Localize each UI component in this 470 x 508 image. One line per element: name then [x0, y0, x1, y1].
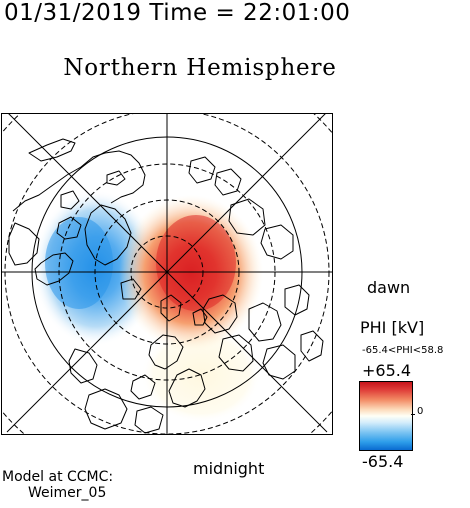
- map-frame: [1, 113, 333, 435]
- colorbar: [359, 381, 413, 451]
- dawn-label: dawn: [367, 278, 411, 297]
- colorbar-zero-label: 0: [417, 406, 424, 417]
- colorbar-min-label: -65.4: [362, 452, 404, 471]
- colorbar-title: PHI [kV]: [360, 318, 425, 337]
- colorbar-zero-tick: [411, 414, 415, 415]
- colorbar-range: -65.4<PHI<58.8: [362, 345, 444, 356]
- polar-map: [1, 113, 333, 435]
- colorbar-max-label: +65.4: [362, 361, 412, 380]
- meridian-lines: [1, 113, 333, 435]
- midnight-label: midnight: [193, 459, 265, 478]
- map-title: Northern Hemisphere: [63, 55, 337, 81]
- date-time-header: 01/31/2019 Time = 22:01:00: [4, 0, 351, 26]
- potential-contours: [33, 190, 263, 423]
- coastlines: [8, 138, 324, 434]
- model-name: Weimer_05: [28, 485, 107, 501]
- model-label: Model at CCMC:: [2, 469, 114, 485]
